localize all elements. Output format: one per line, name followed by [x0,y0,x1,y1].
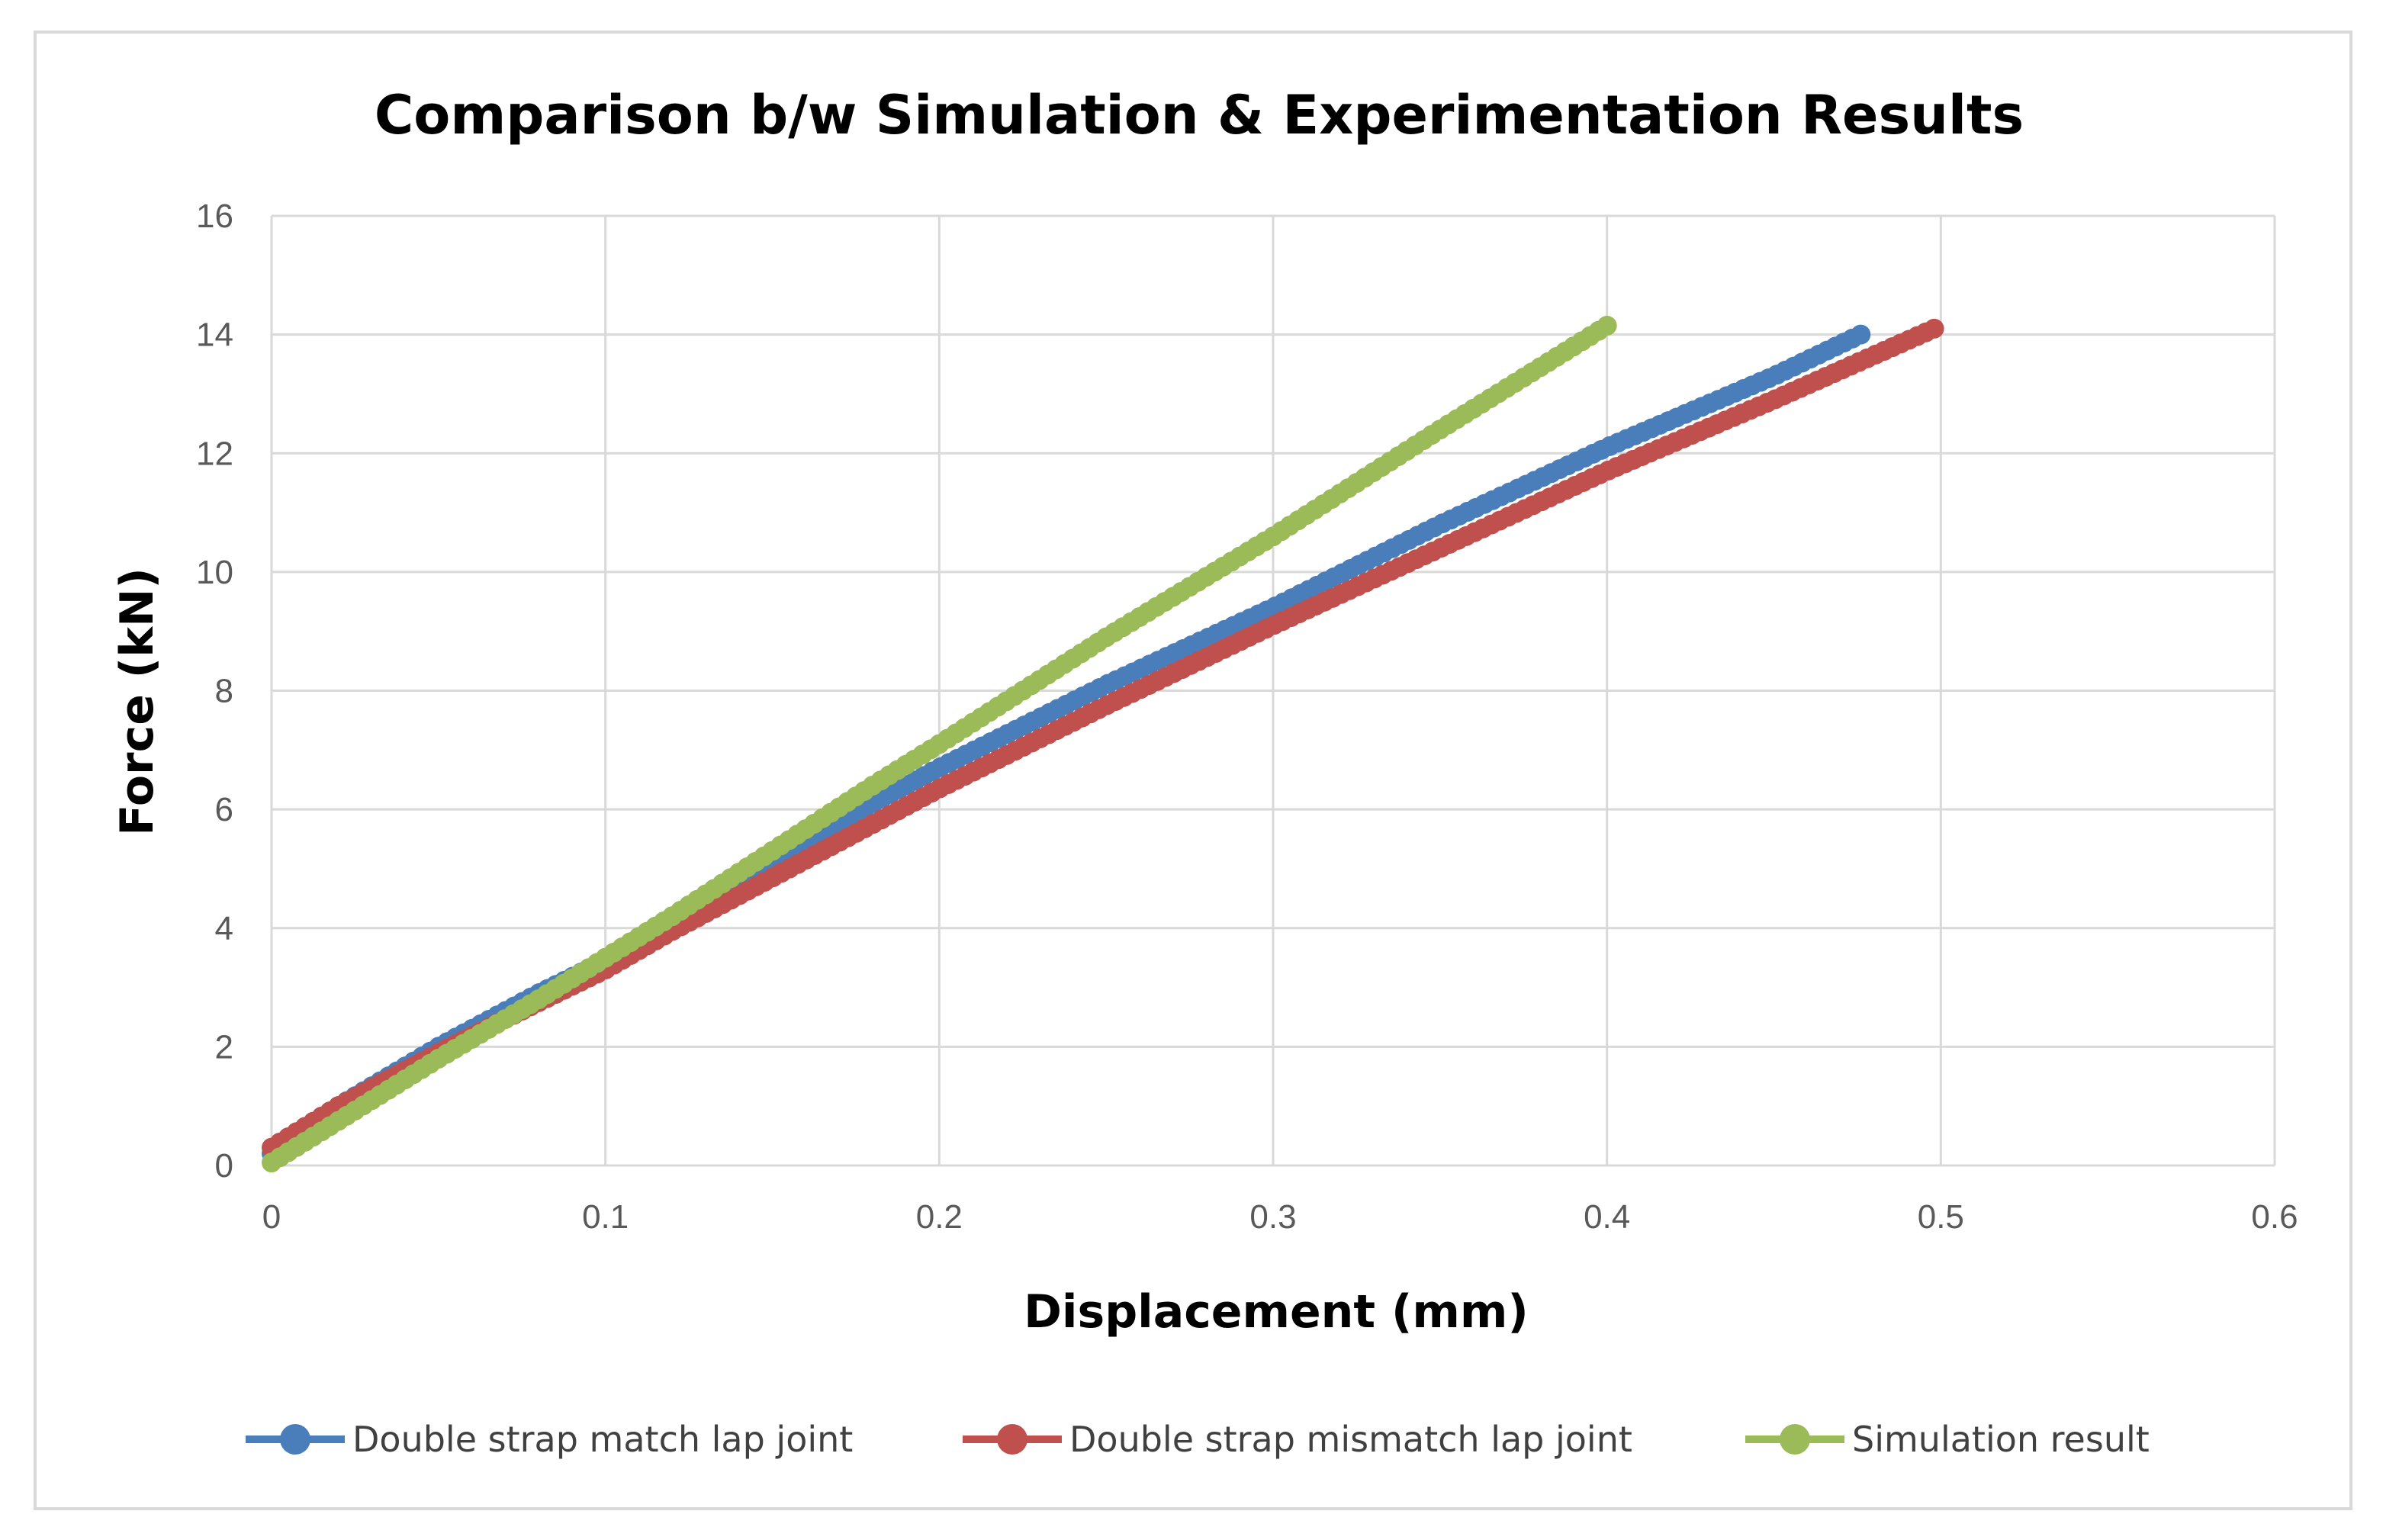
series-layer [262,315,1944,1173]
y-tick-label: 2 [215,1028,233,1066]
y-tick-label: 4 [215,910,233,947]
y-tick-label: 6 [215,791,233,828]
y-tick-label: 14 [196,317,233,354]
legend-marker [1780,1424,1810,1455]
series-line [269,323,1937,1153]
x-tick-label: 0.1 [582,1198,629,1236]
legend-label: Simulation result [1852,1419,2150,1460]
series-simulation [262,315,1617,1173]
tick-labels: 0 2 4 6 8 10 12 14 16 0 0.1 0.2 0.3 0.4 0.5 0.6 [196,198,2298,1236]
series-mismatch [262,318,1944,1158]
x-tick-label: 0.5 [1918,1198,1964,1236]
legend-marker [280,1424,310,1455]
chart-title: Comparison b/w Simulation & Experimentat… [375,84,2024,146]
legend-item-mismatch: Double strap mismatch lap joint [963,1419,1632,1460]
legend-label: Double strap match lap joint [352,1419,853,1460]
data-point [1597,315,1617,336]
y-axis-title: Force (kN) [111,567,164,835]
x-tick-label: 0 [262,1198,281,1236]
x-tick-label: 0.3 [1249,1198,1296,1236]
x-tick-label: 0.2 [916,1198,963,1236]
x-axis-title: Displacement (mm) [1024,1285,1529,1339]
legend-label: Double strap mismatch lap joint [1069,1419,1632,1460]
y-tick-label: 8 [215,673,233,710]
y-tick-label: 10 [196,554,233,591]
chart-frame [34,31,2352,1510]
y-tick-label: 0 [215,1147,233,1185]
y-tick-label: 12 [196,435,233,472]
series-match [262,324,1871,1164]
legend-marker [997,1424,1027,1455]
legend-item-simulation: Simulation result [1745,1419,2150,1460]
data-point [1924,318,1944,339]
legend: Double strap match lap joint Double strap… [246,1419,2150,1460]
data-point [1851,324,1871,345]
x-tick-label: 0.6 [2251,1198,2298,1236]
gridlines [270,214,2276,1167]
y-tick-label: 16 [196,198,233,235]
legend-item-match: Double strap match lap joint [246,1419,853,1460]
x-tick-label: 0.4 [1584,1198,1630,1236]
